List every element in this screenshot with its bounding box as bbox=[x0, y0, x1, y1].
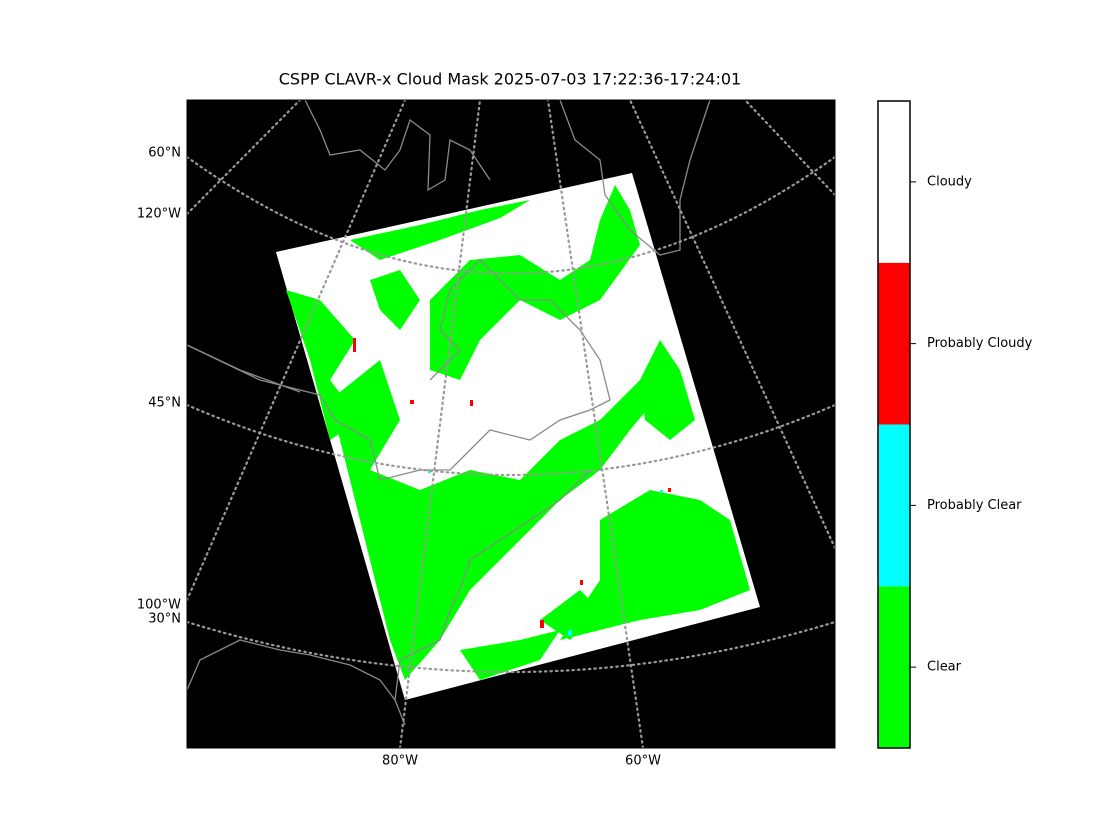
lon-label: 60°W bbox=[625, 754, 661, 769]
graticule bbox=[187, 100, 835, 748]
lon-label: 100°W bbox=[137, 598, 181, 613]
colorbar-segment bbox=[878, 586, 910, 748]
colorbar-segment bbox=[878, 101, 910, 263]
colorbar-segment bbox=[878, 424, 910, 587]
probably-cloudy-pixels bbox=[353, 338, 671, 628]
lon-label: 80°W bbox=[382, 754, 418, 769]
colorbar-label: Probably Cloudy bbox=[927, 336, 1033, 351]
lat-label: 60°N bbox=[148, 146, 181, 161]
lon-label: 120°W bbox=[137, 207, 181, 222]
clear-regions bbox=[286, 185, 750, 680]
probably-clear-pixels bbox=[428, 470, 663, 636]
colorbar-label: Cloudy bbox=[927, 174, 972, 189]
colorbar-segment bbox=[878, 262, 910, 425]
colorbar-label: Clear bbox=[927, 660, 962, 675]
colorbar-label: Probably Clear bbox=[927, 498, 1022, 513]
coastlines bbox=[187, 100, 711, 726]
map-content bbox=[187, 100, 835, 748]
colorbar-frame bbox=[877, 100, 911, 749]
lat-label: 45°N bbox=[148, 396, 181, 411]
map-frame bbox=[186, 99, 836, 749]
lat-label: 30°N bbox=[148, 612, 181, 627]
title: CSPP CLAVR-x Cloud Mask 2025-07-03 17:22… bbox=[279, 70, 741, 89]
